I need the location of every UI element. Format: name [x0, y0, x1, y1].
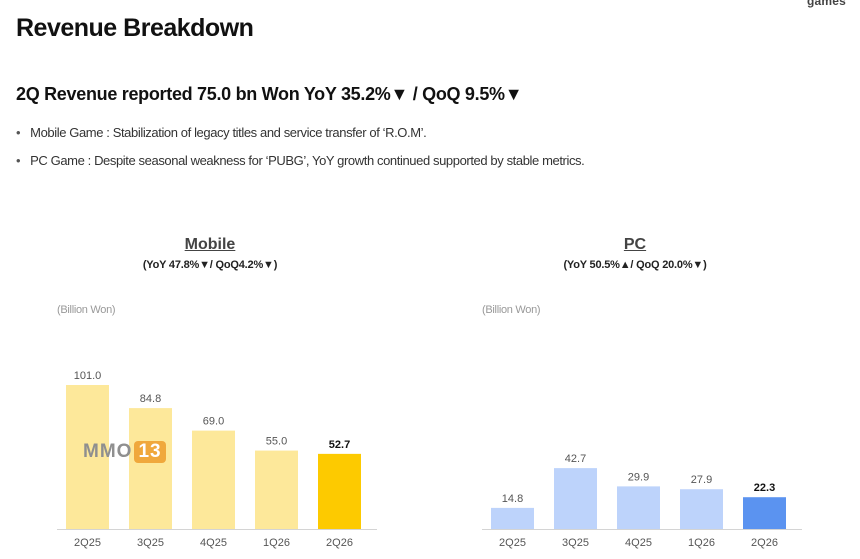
unit-label: (Billion Won) — [57, 304, 116, 316]
value-label-2Q25: 14.8 — [502, 493, 523, 505]
bar-1Q26 — [680, 489, 723, 529]
value-label-4Q25: 69.0 — [203, 416, 224, 428]
category-label-3Q25: 3Q25 — [562, 537, 589, 549]
bullet-mobile: Mobile Game : Stabilization of legacy ti… — [16, 119, 584, 147]
revenue-summary: 2Q Revenue reported 75.0 bn Won YoY 35.2… — [16, 84, 523, 104]
mobile-bar-plot: 101.0 2Q25 84.8 3Q25 69.0 4Q25 55.0 1Q26 52.7 2Q2… — [57, 370, 377, 549]
bar-3Q25 — [129, 408, 172, 529]
chart-subtitle: (YoY 47.8%▼/ QoQ4.2%▼) — [142, 259, 278, 271]
unit-label: (Billion Won) — [482, 304, 541, 316]
category-label-4Q25: 4Q25 — [625, 537, 652, 549]
category-label-3Q25: 3Q25 — [137, 537, 164, 549]
category-label-2Q25: 2Q25 — [74, 537, 101, 549]
bar-2Q25 — [66, 385, 109, 529]
category-label-2Q25: 2Q25 — [499, 537, 526, 549]
page-title: Revenue Breakdown — [16, 14, 254, 42]
chart-title: Mobile — [184, 236, 236, 253]
pc-revenue-chart: PC (YoY 50.5%▲/ QoQ 20.0%▼) (Billion Won… — [465, 236, 805, 559]
value-label-1Q26: 27.9 — [691, 474, 712, 486]
value-label-4Q25: 29.9 — [628, 471, 649, 483]
bullet-pc: PC Game : Despite seasonal weakness for … — [16, 147, 585, 175]
logo-text: games — [806, 0, 846, 8]
bar-4Q25 — [617, 486, 660, 529]
category-label-2Q26: 2Q26 — [326, 537, 353, 549]
mobile-revenue-chart: Mobile (YoY 47.8%▼/ QoQ4.2%▼) (Billion W… — [40, 236, 380, 559]
watermark: MMO 13 — [83, 441, 166, 463]
bar-3Q25 — [554, 468, 597, 529]
chart-title: PC — [623, 236, 647, 253]
value-label-1Q26: 55.0 — [266, 436, 287, 448]
watermark-number: 13 — [134, 441, 166, 463]
pc-bar-plot: 14.8 2Q25 42.7 3Q25 29.9 4Q25 27.9 1Q26 22.3 2Q26 — [482, 453, 802, 549]
chart-subtitle: (YoY 50.5%▲/ QoQ 20.0%▼) — [563, 259, 707, 271]
value-label-3Q25: 42.7 — [565, 453, 586, 465]
category-label-1Q26: 1Q26 — [688, 537, 715, 549]
company-logo: games — [807, 0, 846, 8]
value-label-2Q26: 22.3 — [754, 482, 775, 494]
value-label-3Q25: 84.8 — [140, 393, 161, 405]
bar-4Q25 — [192, 430, 235, 529]
category-label-1Q26: 1Q26 — [263, 537, 290, 549]
bar-2Q25 — [491, 507, 534, 529]
commentary-list: Mobile Game : Stabilization of legacy ti… — [16, 119, 585, 175]
watermark-text: MMO — [83, 441, 133, 462]
bar-2Q26 — [743, 497, 786, 529]
category-label-4Q25: 4Q25 — [200, 537, 227, 549]
bar-2Q26 — [318, 453, 361, 529]
bar-1Q26 — [255, 450, 298, 529]
category-label-2Q26: 2Q26 — [751, 537, 778, 549]
value-label-2Q26: 52.7 — [329, 439, 350, 451]
value-label-2Q25: 101.0 — [74, 370, 102, 382]
